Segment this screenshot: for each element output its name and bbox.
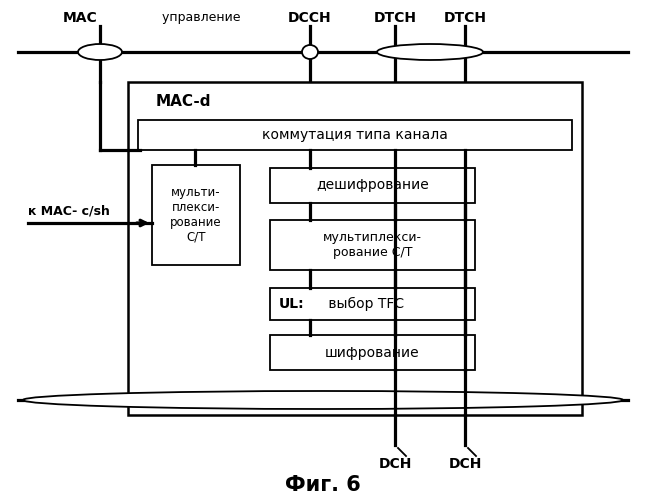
Text: MAC: MAC [63, 11, 98, 25]
Text: выбор TFC: выбор TFC [324, 297, 404, 311]
Text: дешифрование: дешифрование [316, 178, 429, 192]
Ellipse shape [78, 44, 122, 60]
Bar [128, 82, 582, 415]
Text: DCH: DCH [448, 457, 482, 471]
Ellipse shape [377, 44, 483, 60]
Bar [152, 165, 240, 265]
Bar [270, 335, 475, 370]
Text: MAC-d: MAC-d [155, 94, 211, 110]
Text: DTCH: DTCH [444, 11, 486, 25]
Text: к MAC- c/sh: к MAC- c/sh [28, 204, 110, 218]
Text: мульти-
плекси-
рование
С/Т: мульти- плекси- рование С/Т [170, 186, 222, 244]
Text: мультиплекси-
рование С/Т: мультиплекси- рование С/Т [323, 231, 422, 259]
Bar [270, 168, 475, 203]
Bar [270, 220, 475, 270]
Bar [270, 288, 475, 320]
Text: UL:: UL: [279, 297, 305, 311]
Ellipse shape [23, 391, 623, 409]
Text: DCH: DCH [379, 457, 412, 471]
Bar [138, 120, 572, 150]
Text: управление: управление [158, 12, 240, 24]
Text: Фиг. 6: Фиг. 6 [285, 475, 361, 495]
Text: шифрование: шифрование [325, 346, 420, 360]
Ellipse shape [302, 45, 318, 59]
Text: коммутация типа канала: коммутация типа канала [262, 128, 448, 142]
Text: DTCH: DTCH [373, 11, 417, 25]
Text: DCCH: DCCH [288, 11, 332, 25]
